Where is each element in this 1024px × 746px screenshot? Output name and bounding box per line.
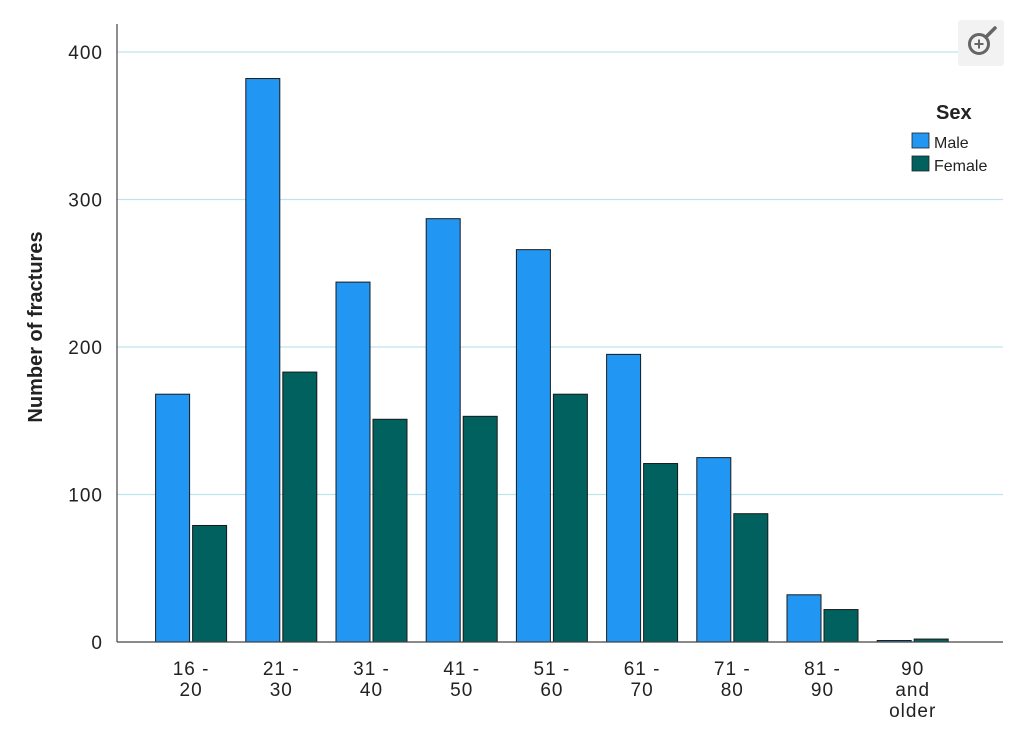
bar-male-0 <box>155 393 191 643</box>
x-tick-label-line: 50 <box>450 680 473 701</box>
x-tick-label-line: 70 <box>631 680 654 701</box>
x-tick-label: 51 -60 <box>534 659 571 701</box>
bar-female-0 <box>192 524 228 643</box>
x-tick-label-line: 51 - <box>534 659 571 680</box>
x-tick-label-line: 20 <box>180 680 203 701</box>
y-tick-label: 200 <box>68 338 103 359</box>
x-tick-label-line: 61 - <box>624 659 661 680</box>
bar-male-6 <box>696 457 732 643</box>
legend-swatch-female <box>911 155 930 172</box>
y-tick-label: 100 <box>68 486 103 507</box>
x-tick-label-line: and <box>895 680 930 701</box>
x-tick-labels: 16 -20 21 -30 31 -40 41 -50 51 -60 61 -70 71 -… <box>173 659 936 722</box>
bar-male-2 <box>335 281 371 643</box>
y-axis-title: Number of fractures <box>25 231 47 422</box>
bar-female-6 <box>733 513 769 643</box>
bar-male-1 <box>245 78 281 643</box>
y-tick-label: 300 <box>68 191 103 212</box>
legend-label-female: Female <box>934 158 987 175</box>
bar-female-2 <box>372 418 408 643</box>
legend-swatch-male <box>911 132 930 149</box>
x-tick-label-line: 21 - <box>263 659 300 680</box>
bar-male-7 <box>786 594 822 643</box>
legend: Sex Male Female <box>911 102 987 175</box>
x-tick-label-line: 16 - <box>173 659 210 680</box>
x-tick-label: 41 -50 <box>443 659 480 701</box>
bar-female-3 <box>462 415 498 643</box>
bars <box>155 78 949 643</box>
x-tick-label-line: older <box>889 701 936 722</box>
x-tick-label: 16 -20 <box>173 659 210 701</box>
x-tick-label-line: 90 <box>811 680 834 701</box>
x-tick-label: 81 -90 <box>804 659 841 701</box>
x-tick-label-line: 41 - <box>443 659 480 680</box>
x-tick-label: 71 -80 <box>714 659 751 701</box>
y-tick-label: 400 <box>68 43 103 64</box>
y-tick-labels: 0 100 200 300 400 <box>68 43 103 654</box>
x-tick-label-line: 31 - <box>353 659 390 680</box>
x-tick-label: 21 -30 <box>263 659 300 701</box>
y-tick-label: 0 <box>91 633 103 654</box>
zoom-in-icon <box>968 26 997 55</box>
bar-female-5 <box>643 463 679 643</box>
x-tick-label-line: 80 <box>721 680 744 701</box>
bar-female-4 <box>552 393 588 643</box>
bar-male-5 <box>606 353 642 643</box>
x-tick-label-line: 81 - <box>804 659 841 680</box>
x-tick-label: 31 -40 <box>353 659 390 701</box>
x-tick-label: 90 and older <box>889 659 936 722</box>
x-tick-label-line: 71 - <box>714 659 751 680</box>
bar-male-4 <box>515 249 551 643</box>
x-tick-label-line: 60 <box>540 680 563 701</box>
x-tick-label-line: 40 <box>360 680 383 701</box>
legend-title: Sex <box>936 102 972 124</box>
bar-male-3 <box>425 218 461 643</box>
legend-label-male: Male <box>934 135 969 152</box>
zoom-button[interactable] <box>958 20 1004 66</box>
x-tick-label-line: 30 <box>270 680 293 701</box>
bar-female-1 <box>282 371 318 643</box>
axes <box>116 24 1003 643</box>
bar-female-7 <box>823 609 859 643</box>
x-tick-label: 61 -70 <box>624 659 661 701</box>
x-tick-label-line: 90 <box>901 659 924 680</box>
